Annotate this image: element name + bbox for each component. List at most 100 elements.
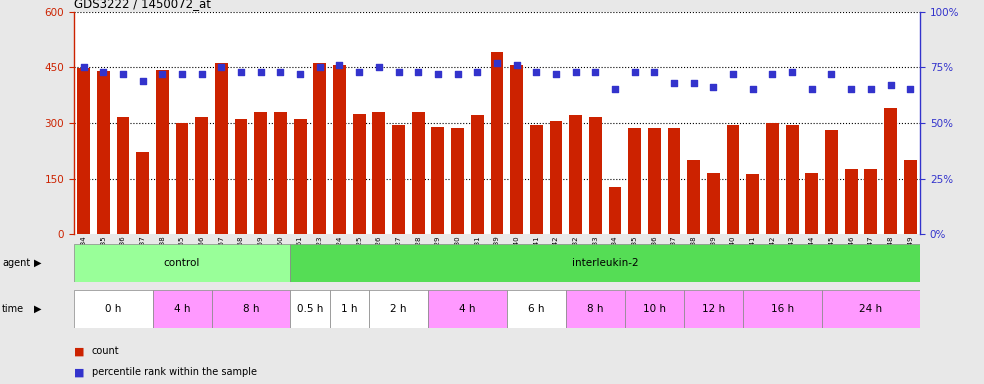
Point (371, 64, 387, 70)
Bar (507, 290, 566, 328)
Text: 4 h: 4 h (174, 304, 190, 314)
Bar (353, 114, 366, 234)
Point (843, 86, 859, 93)
Text: 10 h: 10 h (643, 304, 666, 314)
Point (233, 69, 249, 75)
Point (765, 71, 780, 77)
Text: 2 h: 2 h (391, 304, 406, 314)
Bar (153, 290, 212, 328)
Text: ■: ■ (74, 346, 85, 356)
Point (214, 64, 229, 70)
Point (568, 69, 584, 75)
Point (292, 71, 308, 77)
Point (824, 71, 839, 77)
Bar (826, 130, 838, 234)
Bar (743, 290, 822, 328)
Bar (727, 125, 740, 234)
Point (745, 86, 761, 93)
Bar (412, 112, 425, 234)
Bar (255, 112, 268, 234)
Text: 8 h: 8 h (243, 304, 259, 314)
Bar (767, 123, 779, 234)
Text: agent: agent (2, 258, 31, 268)
Bar (668, 128, 681, 234)
Bar (688, 160, 701, 234)
Point (391, 69, 406, 75)
Point (273, 69, 288, 75)
Bar (822, 290, 920, 328)
Point (607, 86, 623, 93)
Point (154, 71, 170, 77)
Bar (156, 70, 169, 234)
Bar (845, 169, 858, 234)
Bar (290, 244, 920, 282)
Bar (137, 152, 150, 234)
Bar (566, 290, 625, 328)
Bar (290, 290, 330, 328)
Point (95, 69, 111, 75)
Bar (117, 118, 130, 234)
Point (784, 69, 800, 75)
Point (253, 69, 269, 75)
Bar (74, 244, 290, 282)
Point (863, 86, 879, 93)
Text: percentile rank within the sample: percentile rank within the sample (92, 367, 257, 377)
Bar (176, 123, 189, 234)
Bar (806, 173, 819, 234)
Bar (570, 116, 583, 234)
Point (115, 71, 131, 77)
Bar (589, 118, 602, 234)
Point (902, 86, 918, 93)
Point (76, 64, 92, 70)
Text: control: control (164, 258, 200, 268)
Text: 12 h: 12 h (702, 304, 725, 314)
Bar (215, 63, 228, 234)
Bar (330, 290, 369, 328)
Point (430, 71, 446, 77)
Text: count: count (92, 346, 119, 356)
Text: 8 h: 8 h (587, 304, 603, 314)
Point (686, 80, 702, 86)
Point (450, 71, 465, 77)
Text: 0 h: 0 h (105, 304, 121, 314)
Bar (648, 128, 661, 234)
Bar (294, 119, 307, 234)
Bar (629, 128, 642, 234)
Bar (625, 290, 684, 328)
Bar (684, 290, 743, 328)
Bar (609, 187, 622, 234)
Bar (471, 116, 484, 234)
Point (509, 62, 524, 68)
Point (725, 71, 741, 77)
Point (804, 86, 820, 93)
Point (706, 84, 721, 90)
Bar (373, 112, 386, 234)
Bar (550, 121, 563, 234)
Bar (212, 290, 290, 328)
Bar (275, 112, 287, 234)
Bar (78, 68, 91, 234)
Point (174, 71, 190, 77)
Text: ▶: ▶ (33, 304, 41, 314)
Text: 4 h: 4 h (460, 304, 475, 314)
Bar (235, 119, 248, 234)
Text: interleukin-2: interleukin-2 (572, 258, 639, 268)
Bar (196, 118, 209, 234)
Point (312, 64, 328, 70)
Point (548, 71, 564, 77)
Bar (707, 173, 720, 234)
Bar (530, 125, 543, 234)
Bar (369, 290, 428, 328)
Text: 24 h: 24 h (859, 304, 883, 314)
Bar (428, 290, 507, 328)
Text: 6 h: 6 h (528, 304, 544, 314)
Point (666, 80, 682, 86)
Bar (334, 65, 346, 234)
Point (489, 60, 505, 66)
Text: 0.5 h: 0.5 h (297, 304, 323, 314)
Point (646, 69, 662, 75)
Bar (393, 125, 405, 234)
Point (627, 69, 643, 75)
Text: time: time (2, 304, 24, 314)
Point (587, 69, 603, 75)
